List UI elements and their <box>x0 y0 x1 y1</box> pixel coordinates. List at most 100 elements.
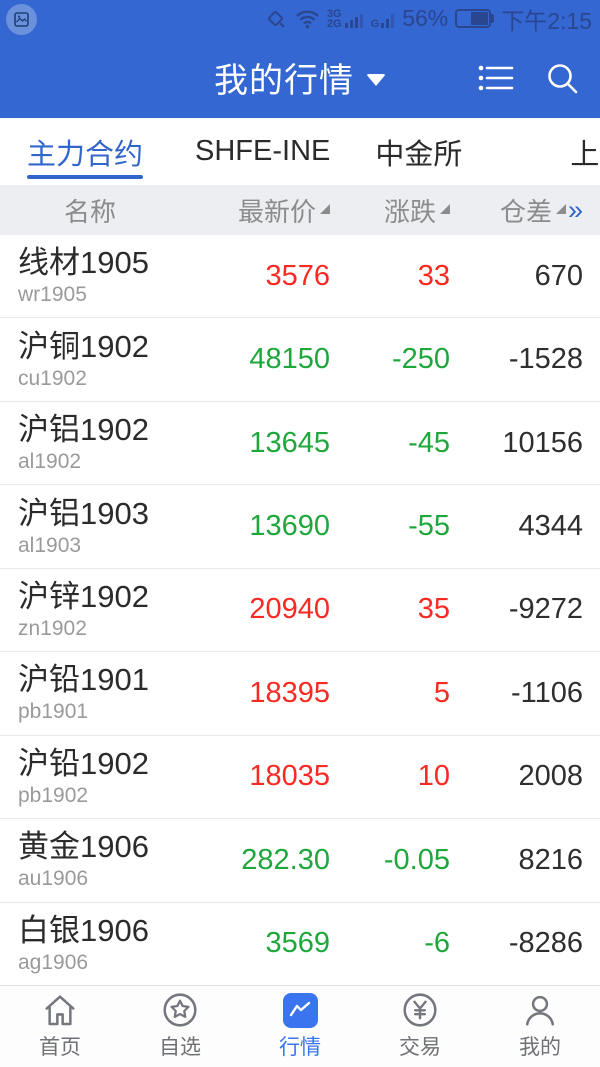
yuan-icon <box>402 992 438 1028</box>
contract-name-cell: 沪锌1902 zn1902 <box>0 578 180 642</box>
contract-code: wr1905 <box>18 283 87 307</box>
more-columns-icon[interactable]: » <box>567 194 583 225</box>
star-icon <box>162 992 198 1028</box>
contract-code: al1902 <box>18 450 82 474</box>
battery-icon <box>455 9 495 28</box>
contract-name-cell: 白银1906 ag1906 <box>0 912 180 976</box>
contract-code: al1903 <box>18 533 82 557</box>
price-change: -6 <box>424 927 450 960</box>
contract-name: 白银1906 <box>18 912 149 948</box>
profile-icon <box>522 992 558 1028</box>
contract-name-cell: 沪铝1903 al1903 <box>0 495 180 559</box>
column-change-sort[interactable]: 涨跌 <box>330 192 450 229</box>
nav-trade[interactable]: 交易 <box>360 986 480 1067</box>
sort-triangle-icon <box>440 203 450 214</box>
quote-row[interactable]: 沪铜1902 cu1902 48150 -250 -1528 <box>0 317 600 400</box>
tab-main-contracts[interactable]: 主力合约 <box>27 118 144 185</box>
contract-code: cu1902 <box>18 366 87 390</box>
table-header: 名称 最新价 涨跌 仓差 » <box>0 185 600 235</box>
status-bar: 3G 2G G 56% <box>0 0 600 37</box>
nav-home[interactable]: 首页 <box>0 986 120 1067</box>
quote-row[interactable]: 沪铝1903 al1903 13690 -55 4344 <box>0 484 600 567</box>
sim1-signal-icon: 3G 2G <box>327 8 364 29</box>
vibrate-icon <box>264 7 288 31</box>
contract-name-cell: 沪铝1902 al1902 <box>0 411 180 475</box>
quote-row[interactable]: 黄金1906 au1906 282.30 -0.05 8216 <box>0 818 600 901</box>
column-name: 名称 <box>63 196 116 227</box>
last-price: 20940 <box>249 593 330 626</box>
quote-row[interactable]: 沪铅1901 pb1901 18395 5 -1106 <box>0 651 600 734</box>
last-price: 3576 <box>265 259 330 292</box>
wifi-icon <box>295 9 320 29</box>
contract-name: 沪铅1902 <box>18 745 149 781</box>
quote-row[interactable]: 沪铅1902 pb1902 18035 10 2008 <box>0 734 600 818</box>
position-diff: -9272 <box>508 593 583 626</box>
quote-row[interactable]: 沪锌1902 zn1902 20940 35 -9272 <box>0 567 600 651</box>
nav-watchlist[interactable]: 自选 <box>120 986 240 1067</box>
tab-shfe-ine[interactable]: SHFE-INE <box>195 135 331 167</box>
contract-name: 沪铝1903 <box>18 495 149 531</box>
contract-name-cell: 黄金1906 au1906 <box>0 828 180 892</box>
contract-name-cell: 沪铜1902 cu1902 <box>0 328 180 392</box>
position-diff: 2008 <box>518 760 583 793</box>
caret-down-icon <box>366 73 386 86</box>
price-change: -45 <box>408 426 450 459</box>
header-area: 3G 2G G 56% <box>0 0 600 118</box>
contract-name: 黄金1906 <box>18 829 149 865</box>
screenshot-notification-icon[interactable] <box>6 4 37 35</box>
column-position-diff-sort[interactable]: 仓差 » <box>499 194 583 227</box>
last-price: 3569 <box>265 927 330 960</box>
nav-profile[interactable]: 我的 <box>480 986 600 1067</box>
position-diff: 670 <box>534 259 583 292</box>
contract-name: 沪铅1901 <box>18 662 149 698</box>
position-diff: -8286 <box>508 927 583 960</box>
contract-name: 线材1905 <box>18 245 149 281</box>
contract-code: au1906 <box>18 867 89 891</box>
contract-name: 沪锌1902 <box>18 578 149 614</box>
last-price: 282.30 <box>241 843 330 876</box>
quote-row[interactable]: 白银1906 ag1906 3569 -6 -8286 <box>0 901 600 985</box>
tab-shfe[interactable]: 上期所 <box>570 138 600 171</box>
market-title-dropdown[interactable]: 我的行情 <box>214 53 386 102</box>
contract-name-cell: 沪铅1901 pb1901 <box>0 661 180 725</box>
quote-row[interactable]: 线材1905 wr1905 3576 33 670 <box>0 235 600 317</box>
price-change: 10 <box>417 760 450 793</box>
nav-quotes[interactable]: 行情 <box>240 986 360 1067</box>
price-change: -250 <box>391 343 450 376</box>
chart-icon <box>282 992 318 1028</box>
position-diff: -1106 <box>510 676 583 709</box>
contract-name-cell: 线材1905 wr1905 <box>0 244 180 308</box>
last-price: 18035 <box>249 760 330 793</box>
sim2-signal-icon: G <box>371 9 396 29</box>
price-change: -55 <box>408 510 450 543</box>
contract-code: pb1901 <box>18 700 89 724</box>
battery-percent: 56% <box>402 5 449 31</box>
tab-cffex[interactable]: 中金所 <box>375 138 463 171</box>
home-icon <box>42 992 78 1028</box>
contract-code: ag1906 <box>18 950 89 974</box>
sort-triangle-icon <box>320 203 330 214</box>
position-diff: 4344 <box>518 510 583 543</box>
list-icon[interactable] <box>476 58 516 98</box>
page-title: 我的行情 <box>214 62 354 100</box>
clock: 下午2:15 <box>501 7 592 34</box>
exchange-tabs: 主力合约 SHFE-INE 中金所 上期所 <box>0 118 600 185</box>
bottom-nav: 首页 自选 行情 <box>0 985 600 1067</box>
contract-name-cell: 沪铅1902 pb1902 <box>0 745 180 809</box>
last-price: 48150 <box>249 343 330 376</box>
contract-code: zn1902 <box>18 616 87 640</box>
last-price: 13645 <box>249 426 330 459</box>
position-diff: -1528 <box>508 343 583 376</box>
search-icon[interactable] <box>542 58 582 98</box>
position-diff: 10156 <box>502 426 583 459</box>
column-last-price-sort[interactable]: 最新价 <box>180 192 330 229</box>
contract-code: pb1902 <box>18 783 89 807</box>
app-header: 我的行情 <box>0 37 600 118</box>
price-change: 35 <box>417 593 450 626</box>
sort-triangle-icon <box>555 203 566 214</box>
quote-row[interactable]: 沪铝1902 al1902 13645 -45 10156 <box>0 400 600 484</box>
quote-list: 线材1905 wr1905 3576 33 670 沪铜1902 cu1902 … <box>0 235 600 985</box>
contract-name: 沪铜1902 <box>18 328 149 364</box>
position-diff: 8216 <box>518 843 583 876</box>
